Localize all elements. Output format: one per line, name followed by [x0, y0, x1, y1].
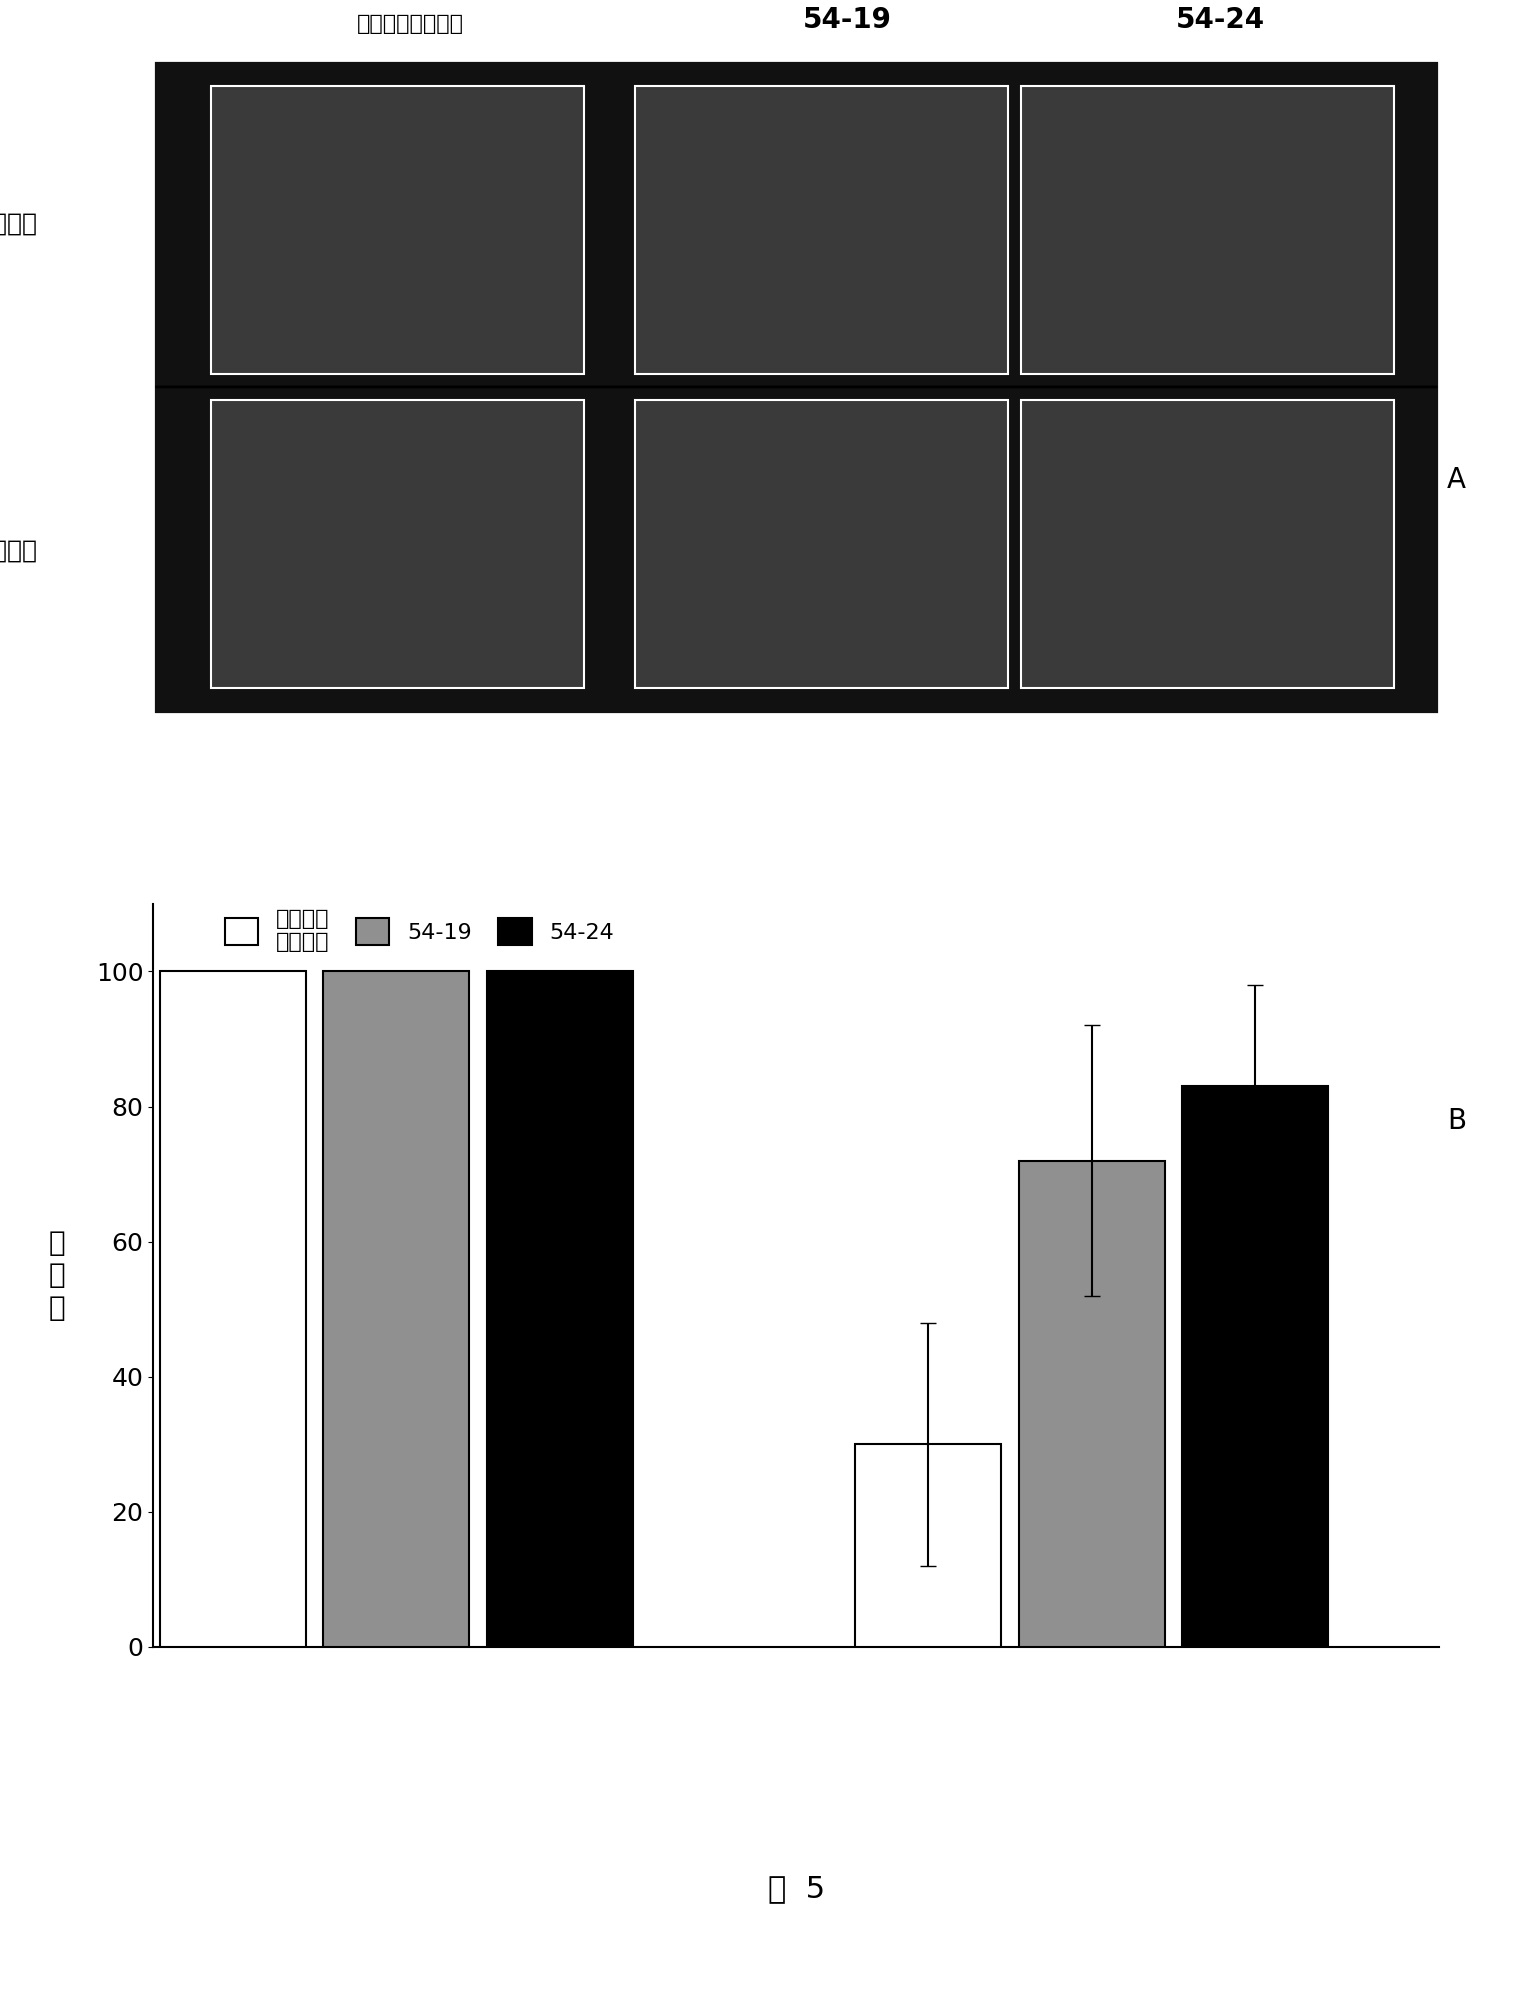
Text: B: B: [1447, 1107, 1465, 1135]
Y-axis label: 存
活
率: 存 活 率: [49, 1229, 66, 1323]
Bar: [1021, 86, 1395, 374]
Bar: [635, 400, 1009, 688]
Bar: [635, 86, 1009, 374]
Text: 54-24: 54-24: [1176, 6, 1265, 34]
Bar: [1018, 1161, 1165, 1647]
Text: 转空载体对照植株: 转空载体对照植株: [357, 14, 464, 34]
Text: 干旱处理: 干旱处理: [0, 538, 37, 562]
Bar: [323, 970, 470, 1647]
Bar: [856, 1445, 1001, 1647]
Text: 正常条件: 正常条件: [0, 212, 37, 236]
Text: 54-19: 54-19: [804, 6, 893, 34]
Bar: [161, 970, 306, 1647]
Text: A: A: [1447, 466, 1465, 494]
Bar: [487, 970, 632, 1647]
Legend: 转空载体
对照植株, 54-19, 54-24: 转空载体 对照植株, 54-19, 54-24: [216, 900, 623, 960]
Text: 图  5: 图 5: [767, 1875, 825, 1903]
Bar: [211, 86, 583, 374]
Bar: [211, 400, 583, 688]
Bar: [1021, 400, 1395, 688]
Bar: [1182, 1087, 1327, 1647]
